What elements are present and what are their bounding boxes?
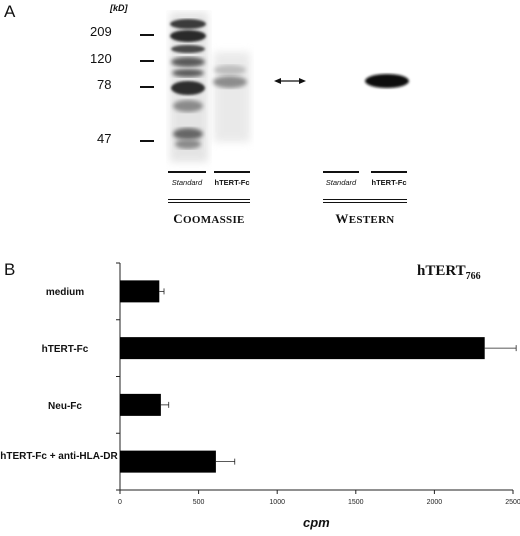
- lane-label-standard-1: Standard: [171, 178, 203, 187]
- category-label-htert-fc: hTERT-Fc: [41, 344, 89, 355]
- x-tick-label: 500: [193, 499, 205, 506]
- x-tick-label: 1500: [348, 499, 364, 506]
- x-tick-label: 2000: [427, 499, 443, 506]
- lane-label-htert-1: hTERT-Fc: [214, 178, 250, 187]
- coomassie-rest: OOMASSIE: [183, 214, 245, 226]
- bar: [120, 280, 160, 303]
- gel-blot-image: [170, 12, 409, 162]
- category-label-htert-fc-anti-hla-dr: hTERT-Fc + anti-HLA-DR: [0, 451, 118, 462]
- coomassie-double-rule: [168, 199, 250, 203]
- bar-chart: 0 500 1000 1500 2000 2500: [116, 262, 520, 506]
- kd-unit-label: [kD]: [110, 3, 128, 13]
- chart-title-main: hTERT: [417, 263, 466, 279]
- marker-209: 209: [90, 24, 112, 39]
- marker-120: 120: [90, 51, 112, 66]
- panel-b-label: B: [4, 260, 16, 279]
- bar: [120, 393, 161, 416]
- lane-rule-htert-2: [371, 171, 407, 173]
- category-label-neu-fc: Neu-Fc: [48, 401, 82, 412]
- category-label-medium: medium: [45, 287, 85, 298]
- marker-209-tick: [140, 34, 154, 36]
- marker-78-tick: [140, 86, 154, 88]
- lane-rule-standard-2: [323, 171, 359, 173]
- bar: [120, 337, 485, 360]
- chart-title-sub: 766: [465, 271, 481, 282]
- lane-rule-standard-1: [168, 171, 206, 173]
- x-tick-label: 1000: [269, 499, 285, 506]
- marker-120-tick: [140, 60, 154, 62]
- lane-label-standard-2: Standard: [325, 178, 357, 187]
- marker-78: 78: [97, 77, 112, 92]
- panel-a-label: A: [4, 2, 16, 21]
- x-tick-label: 2500: [505, 499, 520, 506]
- western-initial: W: [335, 211, 349, 226]
- coomassie-initial: C: [173, 211, 183, 226]
- group-label-western: WESTERN: [306, 211, 424, 227]
- x-tick-label: 0: [118, 499, 122, 506]
- bar: [120, 450, 216, 473]
- chart-title-htert766: hTERT766: [417, 263, 481, 282]
- marker-47: 47: [97, 131, 112, 146]
- lane-rule-htert-1: [214, 171, 250, 173]
- lane-label-htert-2: hTERT-Fc: [371, 178, 407, 187]
- group-label-coomassie: COOMASSIE: [150, 211, 268, 227]
- marker-47-tick: [140, 140, 154, 142]
- western-double-rule: [323, 199, 407, 203]
- western-rest: ESTERN: [348, 214, 395, 226]
- x-axis-label: cpm: [303, 515, 330, 530]
